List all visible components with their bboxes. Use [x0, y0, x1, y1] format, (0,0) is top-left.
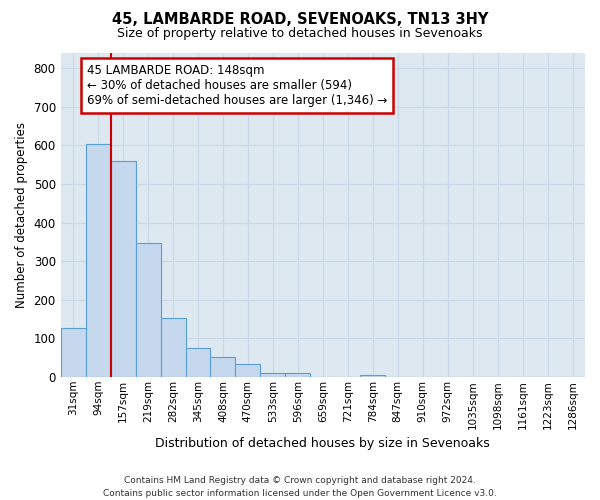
Bar — [260, 372, 286, 377]
Y-axis label: Number of detached properties: Number of detached properties — [15, 122, 28, 308]
X-axis label: Distribution of detached houses by size in Sevenoaks: Distribution of detached houses by size … — [155, 437, 490, 450]
Bar — [136, 242, 161, 377]
Bar — [161, 318, 185, 377]
Text: 45, LAMBARDE ROAD, SEVENOAKS, TN13 3HY: 45, LAMBARDE ROAD, SEVENOAKS, TN13 3HY — [112, 12, 488, 28]
Bar — [86, 144, 110, 377]
Text: Contains HM Land Registry data © Crown copyright and database right 2024.
Contai: Contains HM Land Registry data © Crown c… — [103, 476, 497, 498]
Bar — [286, 373, 310, 377]
Bar — [360, 375, 385, 377]
Bar — [61, 328, 86, 377]
Bar — [110, 162, 136, 377]
Bar — [235, 364, 260, 377]
Text: 45 LAMBARDE ROAD: 148sqm
← 30% of detached houses are smaller (594)
69% of semi-: 45 LAMBARDE ROAD: 148sqm ← 30% of detach… — [87, 64, 387, 107]
Bar — [185, 348, 211, 377]
Bar — [211, 357, 235, 377]
Text: Size of property relative to detached houses in Sevenoaks: Size of property relative to detached ho… — [117, 28, 483, 40]
